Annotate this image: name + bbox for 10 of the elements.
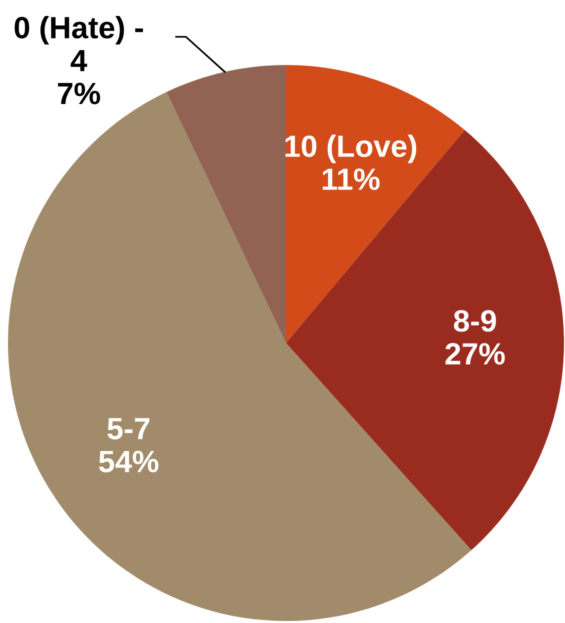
slice-label: 5-7: [107, 418, 150, 440]
data-label: 54%: [98, 450, 158, 472]
data-label: 11%: [322, 168, 380, 190]
pie-slice: [286, 130, 564, 550]
slice-label: 8-9: [454, 310, 496, 332]
data-label: 27%: [446, 343, 505, 365]
slice-label: 0 (Hate) - 4: [14, 16, 143, 72]
data-label: 7%: [58, 82, 100, 104]
pie-slice: [166, 65, 286, 343]
slice-label: 10 (Love): [286, 134, 416, 164]
